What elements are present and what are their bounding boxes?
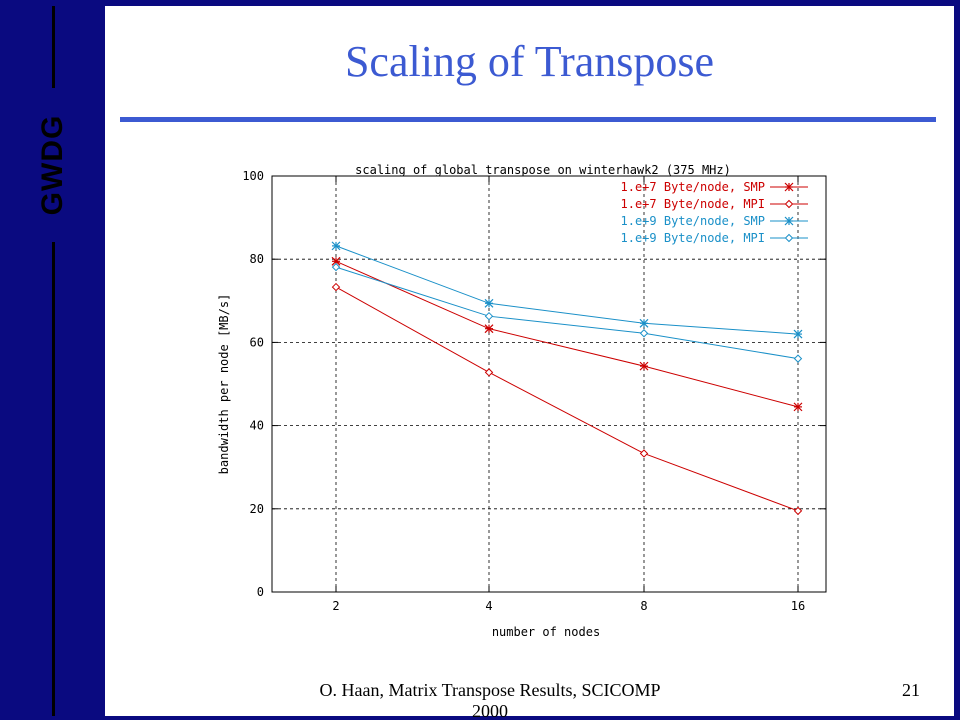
legend-label: 1.e+9 Byte/node, MPI [621, 231, 766, 245]
series-line [335, 266, 799, 360]
legend: 1.e+7 Byte/node, SMP 1.e+7 Byte/node, MPI… [621, 180, 808, 245]
frame-bottom [0, 716, 960, 720]
x-tick-label: 8 [640, 599, 647, 613]
y-axis-ticks: 0 20 40 60 80 100 [242, 169, 826, 599]
star-marker [484, 298, 494, 308]
x-axis-ticks: 2 4 8 16 [332, 176, 805, 613]
sidebar-line-bottom [52, 242, 55, 716]
diamond-marker [331, 262, 341, 272]
star-marker [331, 241, 341, 251]
x-axis-label: number of nodes [492, 625, 600, 639]
star-marker [484, 324, 494, 334]
plot-area-border [271, 175, 827, 593]
page-number: 21 [902, 680, 920, 700]
slide-title: Scaling of Transpose [344, 37, 715, 86]
series-2 [331, 282, 803, 516]
diamond-marker [784, 233, 794, 243]
legend-item: 1.e+9 Byte/node, MPI [621, 231, 808, 245]
x-tick-label: 4 [485, 599, 492, 613]
star-marker [784, 182, 794, 192]
diamond-marker [639, 449, 649, 458]
footer-text: O. Haan, Matrix Transpose Results, SCICO… [319, 680, 661, 721]
series-3 [331, 241, 803, 339]
x-tick-label: 2 [332, 599, 339, 613]
series-line [335, 245, 799, 335]
star-marker [639, 318, 649, 328]
diamond-marker [639, 329, 649, 338]
series-4 [331, 262, 803, 363]
diamond-marker [784, 199, 794, 209]
y-axis-label: bandwidth per node [MB/s] [217, 294, 231, 475]
grid [272, 176, 826, 592]
line-chart: scaling of global transpose on winterhaw… [217, 163, 827, 639]
legend-label: 1.e+7 Byte/node, MPI [621, 197, 766, 211]
chart-title: scaling of global transpose on winterhaw… [355, 163, 731, 177]
diamond-marker [331, 282, 341, 292]
title-underline [120, 117, 936, 122]
legend-label: 1.e+7 Byte/node, SMP [621, 180, 766, 194]
frame-top [0, 0, 960, 6]
frame-right [954, 0, 960, 720]
diamond-marker [793, 506, 803, 516]
diamond-marker [484, 311, 494, 321]
series-group [331, 241, 803, 516]
series-line [335, 260, 799, 408]
gwdg-logo: GWDG [36, 114, 69, 216]
star-marker [784, 216, 794, 226]
x-tick-label: 16 [791, 599, 805, 613]
legend-item: 1.e+7 Byte/node, SMP [621, 180, 808, 194]
y-tick-label: 60 [250, 335, 264, 349]
y-tick-label: 100 [242, 169, 264, 183]
legend-item: 1.e+7 Byte/node, MPI [621, 197, 808, 211]
diamond-marker [484, 368, 494, 377]
diamond-marker [793, 354, 803, 363]
sidebar: GWDG [0, 0, 105, 720]
star-marker [639, 361, 649, 371]
star-marker [793, 402, 803, 412]
series-1 [331, 256, 803, 412]
sidebar-line-top [52, 6, 55, 88]
legend-item: 1.e+9 Byte/node, SMP [621, 214, 808, 228]
legend-label: 1.e+9 Byte/node, SMP [621, 214, 766, 228]
y-tick-label: 80 [250, 252, 264, 266]
y-tick-label: 40 [250, 419, 264, 433]
series-line [335, 286, 799, 512]
y-tick-label: 20 [250, 502, 264, 516]
y-tick-label: 0 [257, 585, 264, 599]
star-marker [793, 329, 803, 339]
